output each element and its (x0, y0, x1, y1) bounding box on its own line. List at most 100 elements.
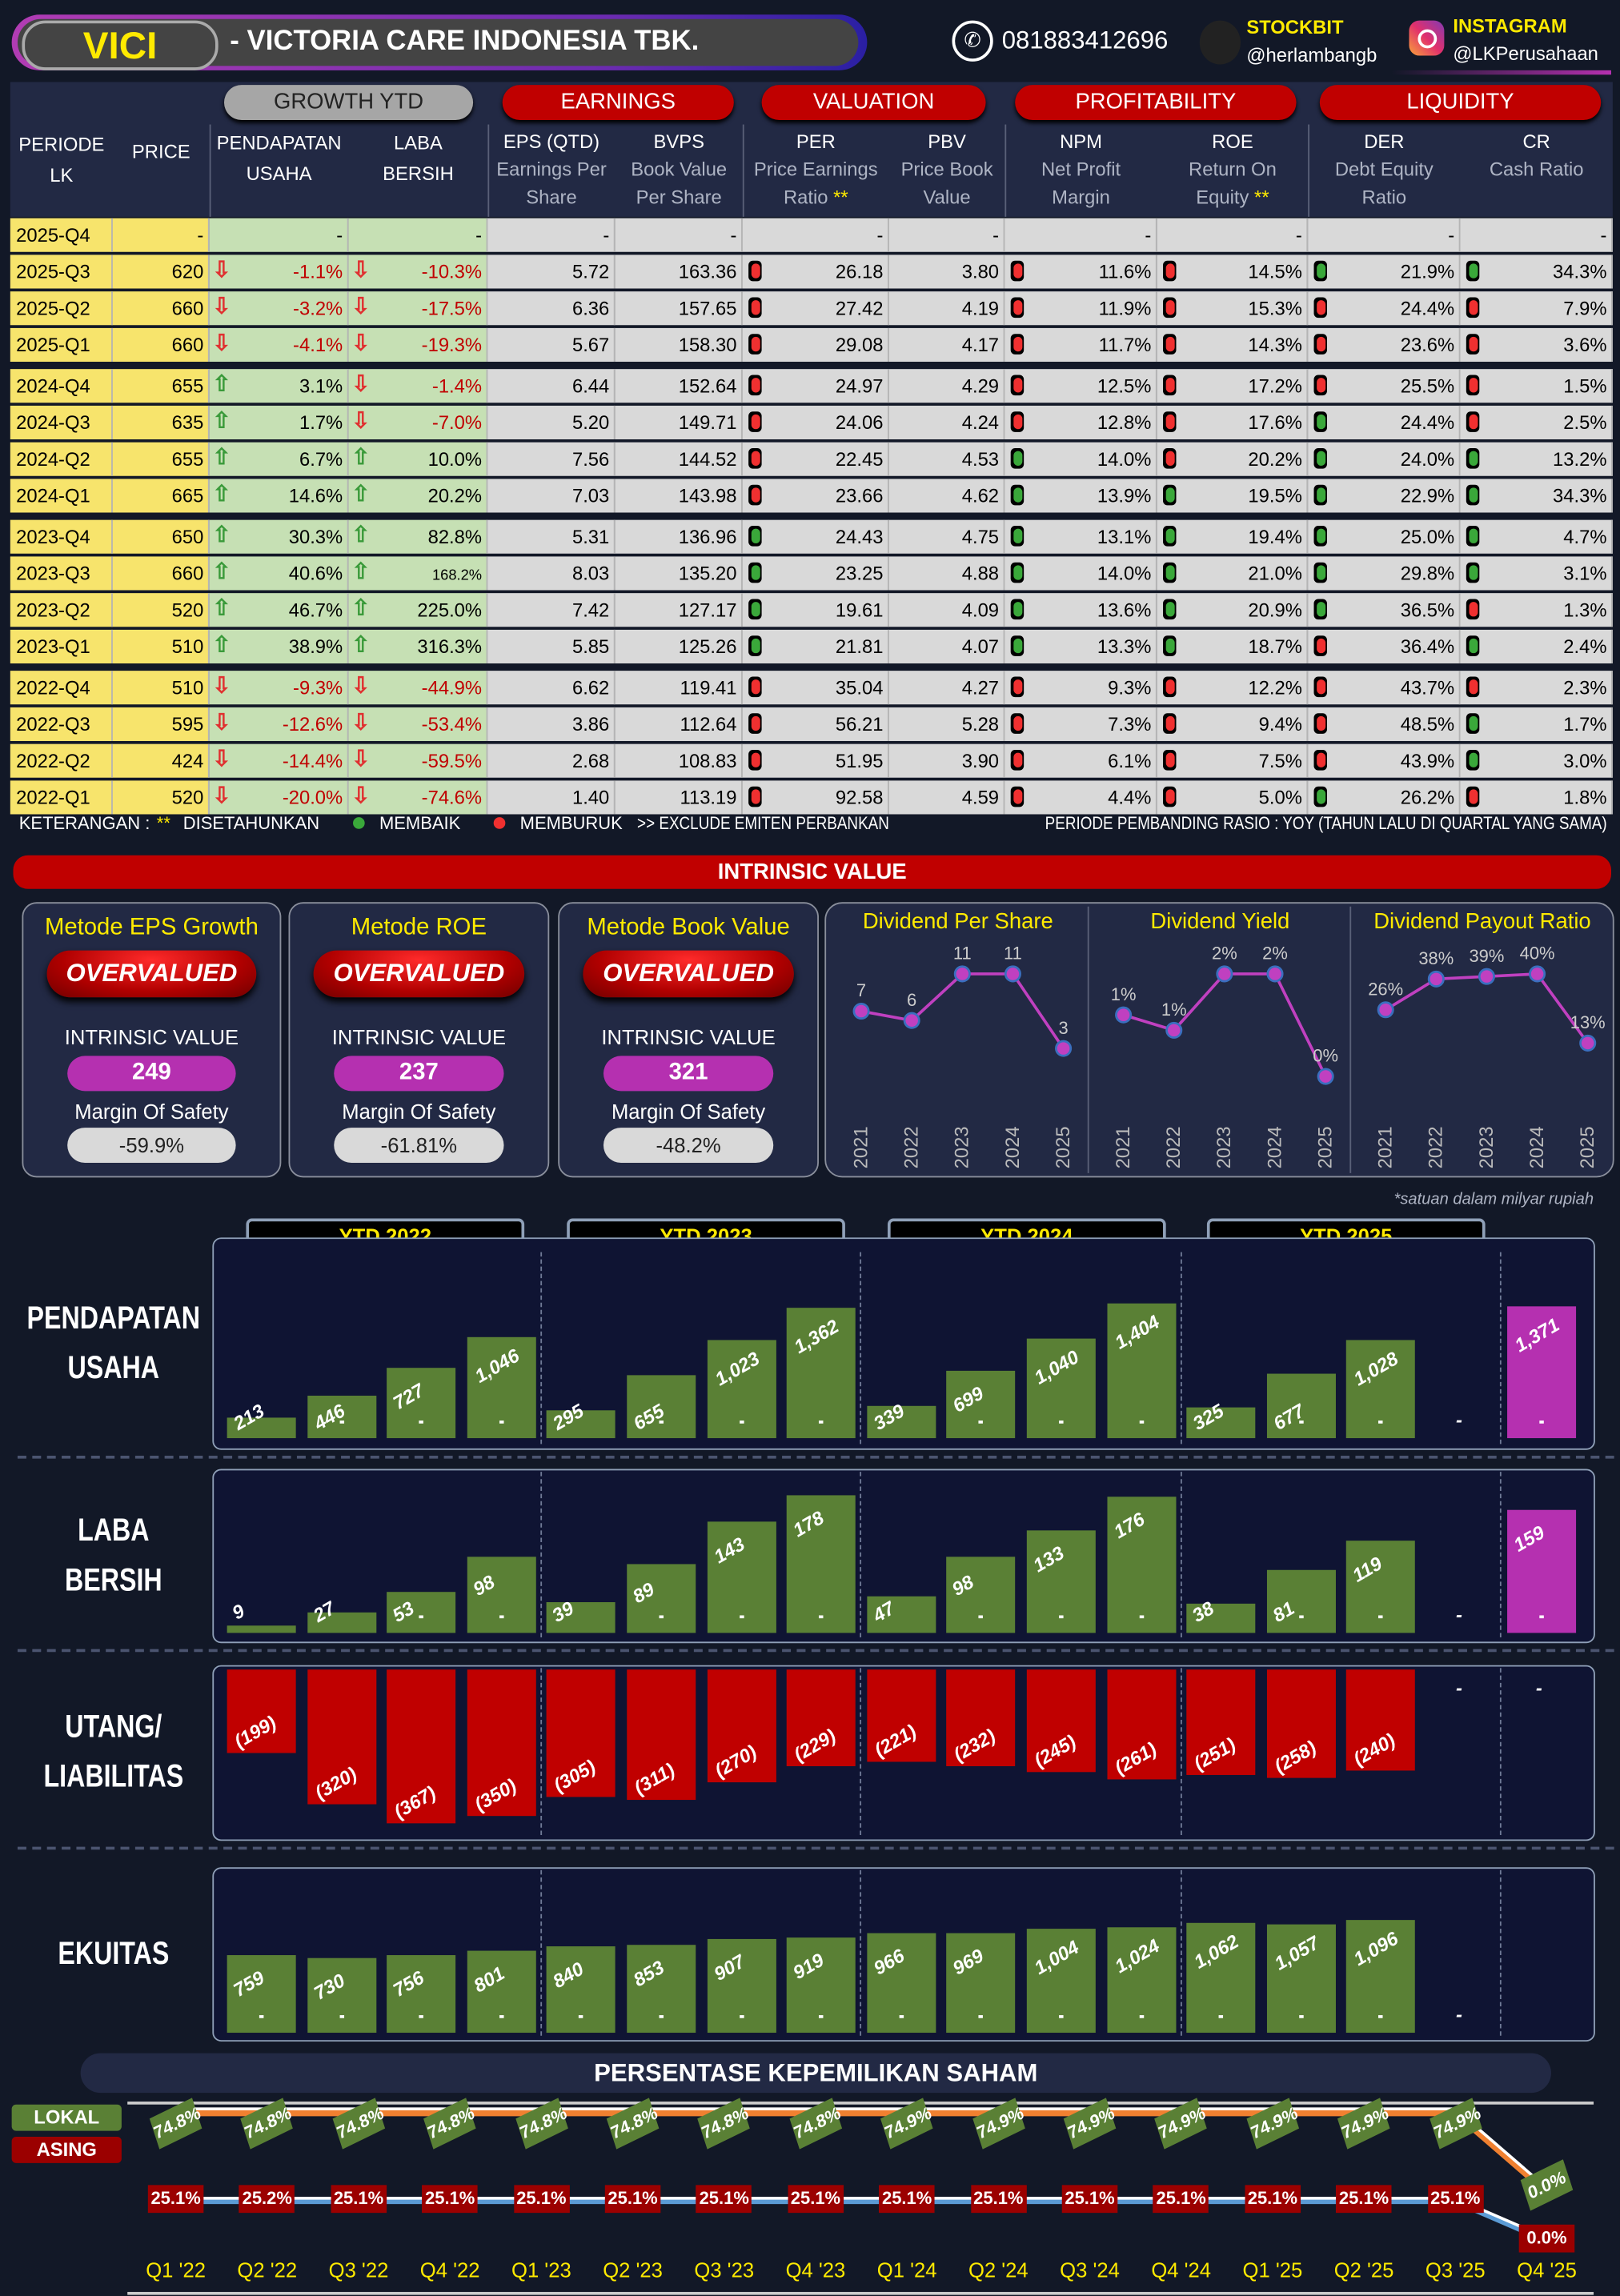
annualized-marker: ** (828, 186, 848, 208)
cell-npm: 9.3% (1004, 671, 1157, 705)
stockbit-handle[interactable]: @herlambangb (1246, 43, 1377, 66)
cell-value: 14.6% (288, 484, 343, 507)
cell-value: 2.5% (1563, 411, 1607, 434)
cell-value: -4.1% (293, 334, 343, 356)
cell-value: 17.2% (1248, 375, 1302, 397)
quarter-tick-label: Q3 '25 (1425, 2258, 1486, 2282)
cell-npm: 12.5% (1004, 369, 1157, 403)
arrow-down-icon: ⇩ (351, 258, 371, 283)
green-indicator-icon (748, 525, 762, 547)
col-header-line: LABA (394, 131, 443, 154)
cell-bvps: 152.64 (615, 369, 743, 403)
bar-positive (1186, 1407, 1256, 1439)
indicator-light (750, 300, 760, 315)
cell-laba: -44.9% ⇩ (348, 671, 488, 705)
row-label-line: USAHA (67, 1348, 160, 1385)
cell-der: 24.4% (1308, 405, 1461, 439)
cell-value: 4.07 (961, 635, 1000, 658)
cell-value: 12.2% (1248, 676, 1302, 699)
table-row: 2022-Q3 595 -12.6% ⇩ -53.4% ⇩ 3.86 112.64 56.21 5… (10, 707, 1613, 741)
bar-sub-mark (579, 2015, 584, 2018)
table-row: 2025-Q2 660 -3.2% ⇩ -17.5% ⇩ 6.36 157.65 27.42 4.… (10, 291, 1613, 326)
lokal-line-highlight (175, 2107, 1548, 2190)
green-indicator-icon (1010, 447, 1025, 469)
cell-pend: -20.0% ⇩ (209, 780, 349, 815)
indicator-light (1012, 414, 1022, 430)
cell-value: - (730, 223, 737, 246)
year-divider (539, 1668, 542, 1835)
bar-sub-mark (979, 1615, 984, 1619)
cell-pend: 3.1% ⇧ (209, 369, 349, 403)
bar-positive (387, 1368, 456, 1439)
cell-value: 2025-Q1 (16, 334, 90, 356)
col-header-title: PER (796, 130, 836, 153)
year-tick-label: 2022 (1426, 1126, 1447, 1168)
year-divider (1499, 1869, 1502, 2036)
cell-eps: 6.62 (487, 671, 616, 705)
bar-positive (946, 1557, 1016, 1633)
cell-value: 8.03 (571, 562, 610, 585)
year-divider (1180, 1252, 1181, 1445)
indicator-light (1012, 487, 1022, 503)
indicator-light (750, 378, 760, 393)
cell-value: - (475, 223, 483, 246)
cell-periode: 2023-Q4 (10, 519, 113, 554)
cell-laba: 225.0% ⇧ (348, 593, 488, 627)
cell-der: 43.9% (1308, 743, 1461, 778)
col-header-pend: PENDAPATAN USAHA (210, 127, 349, 189)
year-tick-label: 2025 (1577, 1126, 1598, 1168)
cell-value: 665 (171, 484, 204, 507)
cell-value: 20.2% (1248, 447, 1302, 471)
asing-data-label: 25.1% (788, 2185, 844, 2214)
year-divider (1499, 1668, 1502, 1835)
indicator-light (750, 715, 760, 731)
indicator-light (1012, 638, 1022, 654)
cell-value: 13.9% (1097, 484, 1152, 507)
table-row: 2023-Q2 520 46.7% ⇧ 225.0% ⇧ 7.42 127.17 19.61 4.… (10, 593, 1613, 627)
ownership-lines (175, 2107, 1549, 2244)
phone-number[interactable]: 081883412696 (1001, 26, 1169, 54)
indicator-light (1316, 715, 1325, 731)
cell-price: 520 (112, 780, 210, 815)
bar-sub-mark (419, 1420, 424, 1424)
cell-value: 5.67 (571, 334, 610, 356)
indicator-light (1316, 414, 1325, 430)
cell-periode: 2025-Q2 (10, 291, 113, 326)
green-indicator-icon (1010, 525, 1025, 547)
row-label-line: UTANG/ (65, 1707, 162, 1745)
cell-per: 22.45 (742, 442, 889, 476)
col-header-cr: CR Cash Ratio (1461, 127, 1613, 183)
cell-value: 2025-Q3 (16, 260, 90, 283)
indicator-light (1316, 451, 1325, 466)
cell-value: 2025-Q2 (16, 297, 90, 319)
year-tick-label: 2023 (1213, 1126, 1235, 1168)
cell-value: 3.90 (961, 749, 1000, 772)
cell-pend: 40.6% ⇧ (209, 556, 349, 591)
cell-value: 23.66 (835, 484, 884, 507)
bar-sub-mark (419, 2015, 424, 2018)
table-row: 2023-Q1 510 38.9% ⇧ 316.3% ⇧ 5.85 125.26 21.81 4.… (10, 629, 1613, 663)
col-header-title: NPM (1060, 130, 1102, 153)
cell-value: 2.3% (1563, 676, 1607, 699)
dividend-point (1579, 1034, 1597, 1052)
cell-bvps: 135.20 (615, 556, 743, 591)
arrow-up-icon: ⇧ (212, 595, 231, 621)
cell-value: 7.5% (1258, 749, 1302, 772)
year-tick-label: 2024 (1002, 1126, 1024, 1168)
cell-value: 2022-Q1 (16, 786, 90, 809)
cell-value: 24.4% (1400, 297, 1455, 319)
bar-sub-mark (819, 2015, 824, 2018)
cell-roe: - (1157, 218, 1309, 252)
cell-value: 24.97 (835, 375, 884, 397)
cell-value: 1.8% (1563, 786, 1607, 809)
indicator-light (1316, 300, 1325, 315)
table-row: 2022-Q4 510 -9.3% ⇩ -44.9% ⇩ 6.62 119.41 35.04 4.… (10, 671, 1613, 705)
red-indicator-icon (1163, 749, 1177, 771)
col-header-line: PENDAPATAN (216, 131, 342, 154)
instagram-handle[interactable]: @LKPerusahaan (1453, 42, 1598, 65)
bar-negative (707, 1669, 776, 1783)
dividend-data-label: 1% (1111, 984, 1137, 1004)
red-indicator-icon (1466, 411, 1480, 432)
asing-data-label: 25.1% (970, 2185, 1027, 2214)
bar-negative (787, 1669, 856, 1766)
